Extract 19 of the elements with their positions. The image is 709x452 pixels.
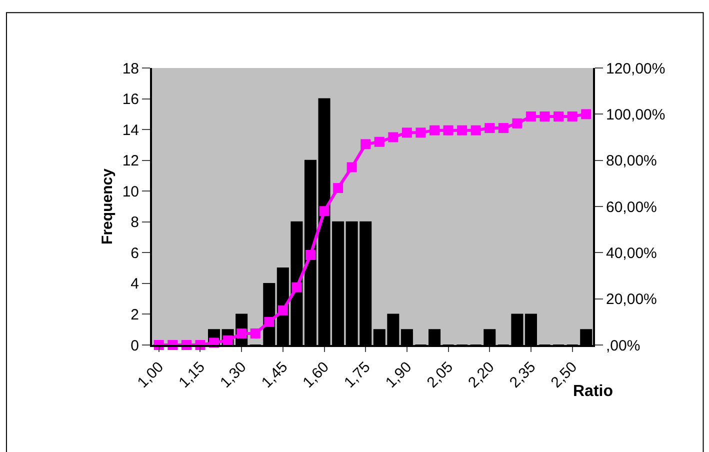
y-axis-title: Frequency: [99, 168, 116, 244]
y-tick-label: 6: [130, 244, 139, 262]
y-tick-label: 16: [122, 91, 139, 108]
y2-tick-label: ,00%: [606, 337, 640, 354]
y2-tick-label: 20,00%: [606, 291, 657, 308]
y2-tick-label: 120,00%: [606, 60, 666, 78]
y-tick-label: 0: [130, 337, 139, 354]
y-tick-label: 8: [130, 214, 139, 232]
y-tick-label: 4: [130, 276, 139, 293]
y2-tick-label: 100,00%: [606, 106, 666, 124]
y-tick-label: 12: [122, 152, 139, 170]
y-tick-label: 2: [130, 306, 139, 324]
y-tick-label: 14: [122, 122, 139, 139]
y2-tick-label: 40,00%: [606, 244, 657, 262]
y-tick-label: 10: [122, 183, 139, 200]
y-tick-label: 18: [122, 60, 139, 78]
y2-tick-label: 60,00%: [606, 198, 657, 216]
x-axis-title: Ratio: [573, 383, 614, 400]
y2-tick-label: 80,00%: [606, 152, 657, 170]
